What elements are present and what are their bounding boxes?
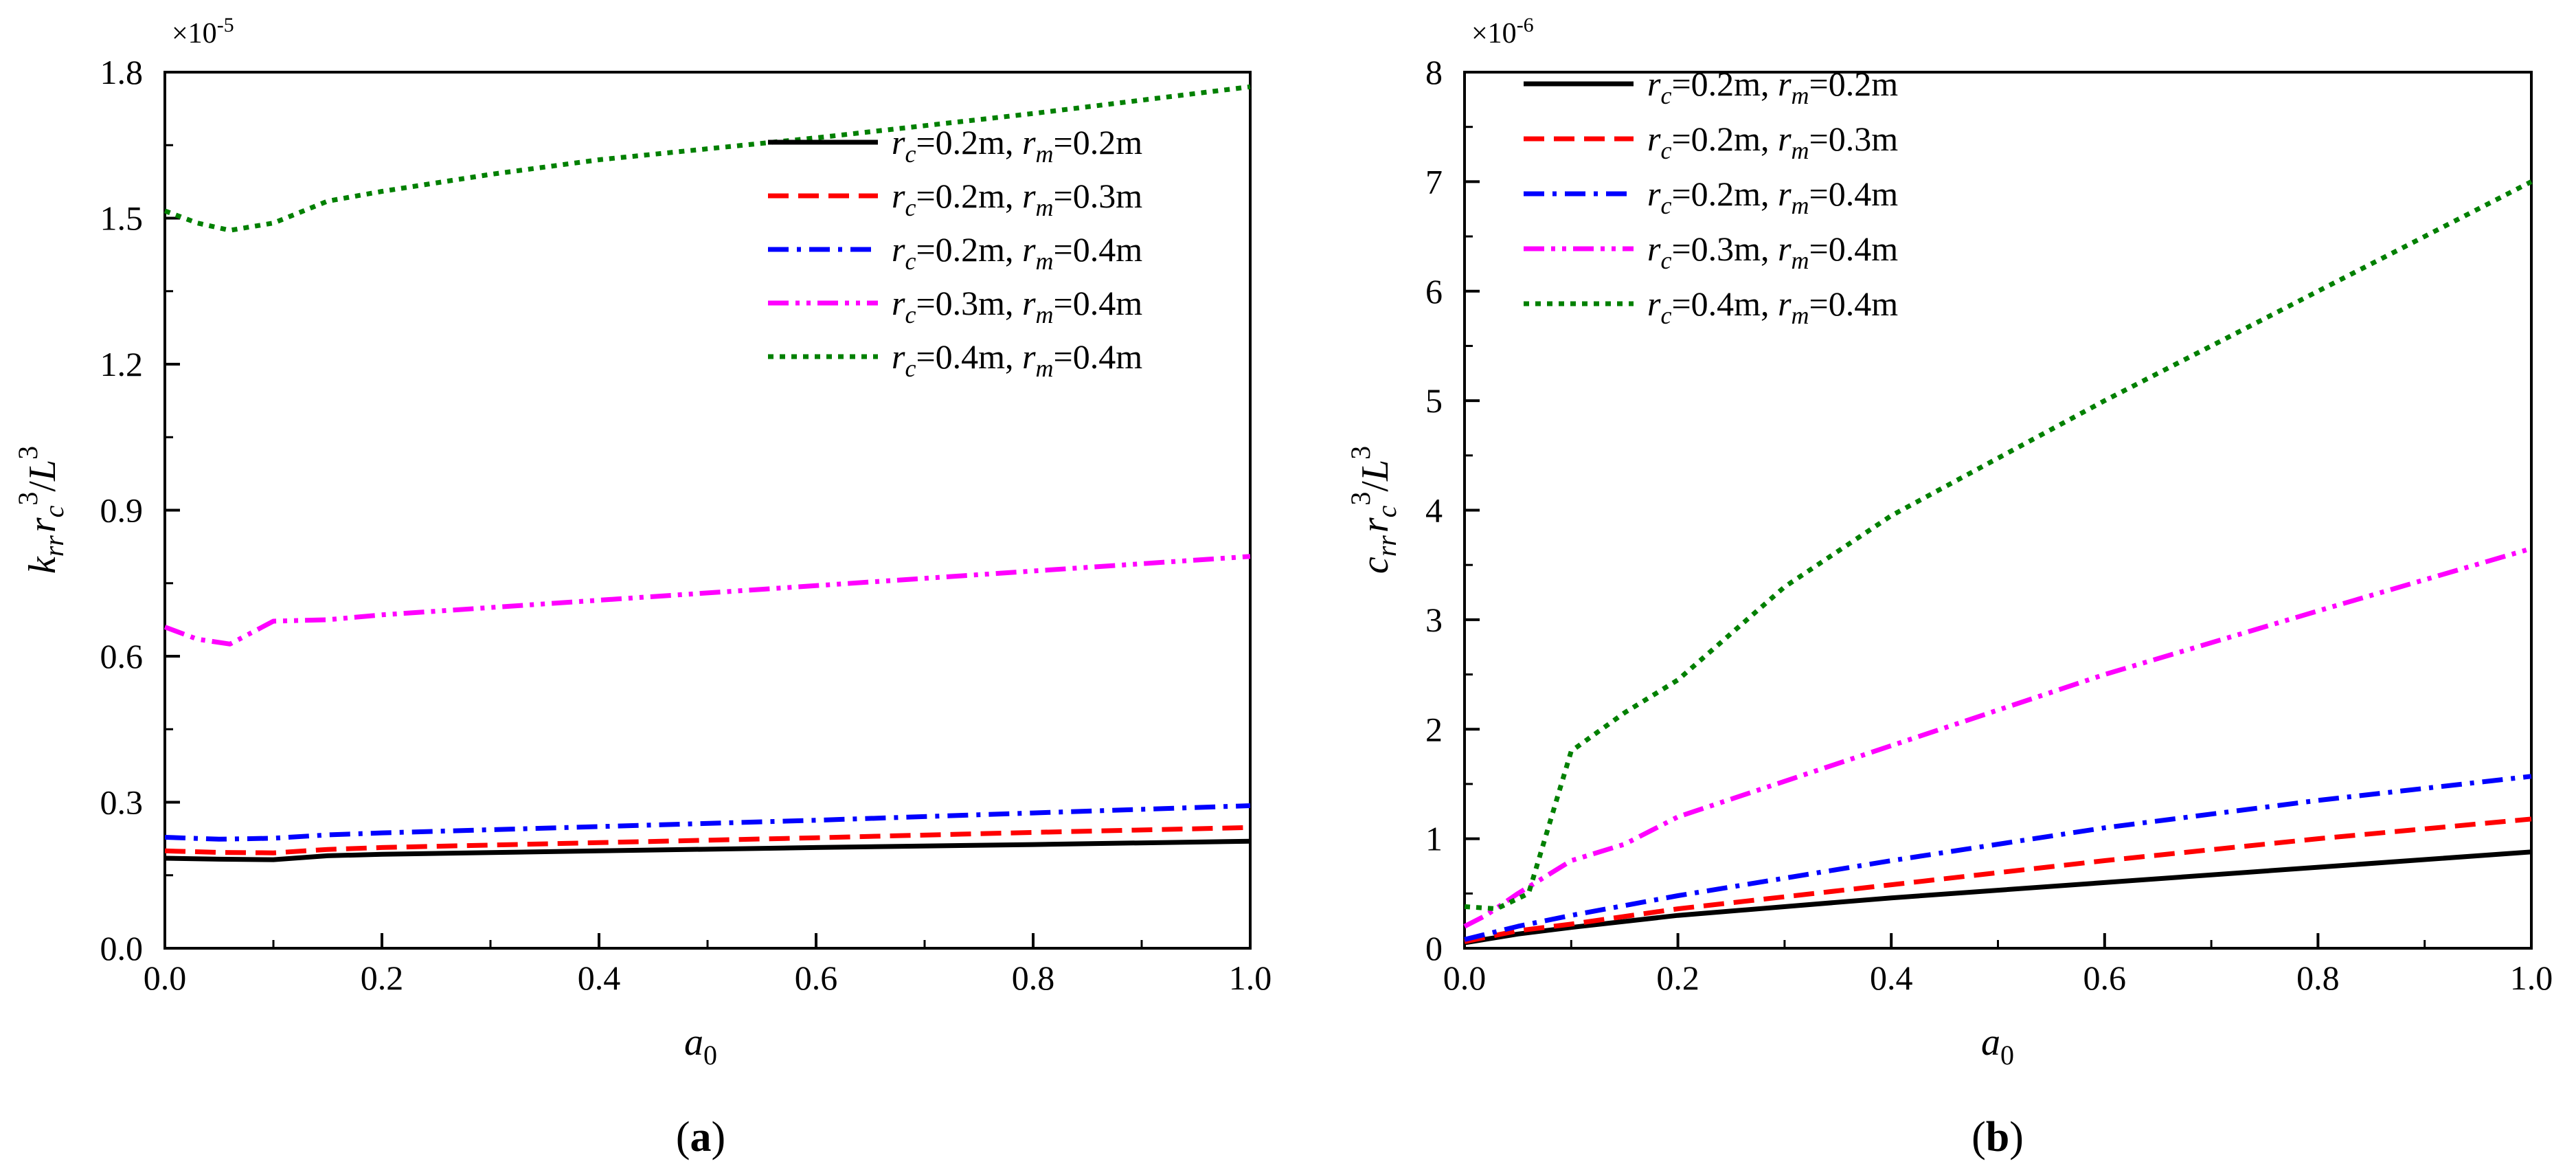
y-ticks: 0 1 2 3 4 5 6 7 8	[1425, 53, 1480, 967]
series-line-rc0.2-rm0.2	[1464, 849, 2532, 945]
y-ticks: 0.0 0.3 0.6 0.9 1.2 1.5 1.8	[100, 53, 180, 967]
chart-panel-a: 0.0 0.2 0.4 0.6 0.8 1.0 0.0 0.3 0.6 0.9 1.2 1.5 1.8…	[12, 14, 1272, 1161]
x-ticks: 0.0 0.2 0.4 0.6 0.8 1.0	[1443, 933, 2553, 997]
series-line-rc0.2-rm0.3	[1464, 816, 2532, 944]
panel-label-b: (b)	[1971, 1114, 2024, 1161]
y-axis-label: krrrc3/L3	[12, 446, 69, 574]
y-tick-label: 5	[1425, 381, 1443, 420]
y-tick-label: 3	[1425, 601, 1443, 639]
x-ticks: 0.0 0.2 0.4 0.6 0.8 1.0	[144, 933, 1272, 997]
series-line-rc0.2-rm0.4	[1464, 774, 2532, 942]
x-tick-label: 0.8	[1012, 959, 1055, 997]
legend-entry: rc=0.4m, rm=0.4m	[892, 337, 1142, 382]
y-tick-label: 4	[1425, 491, 1443, 530]
x-tick-label: 1.0	[1229, 959, 1272, 997]
x-tick-label: 1.0	[2510, 959, 2553, 997]
y-tick-label: 0.9	[100, 491, 144, 530]
y-tick-label: 0.0	[100, 929, 144, 967]
legend-entry: rc=0.3m, rm=0.4m	[892, 284, 1142, 328]
legend: rc=0.2m, rm=0.2m rc=0.2m, rm=0.3m rc=0.2m,…	[768, 123, 1142, 382]
legend-entry: rc=0.3m, rm=0.4m	[1647, 230, 1898, 274]
x-tick-label: 0.0	[1443, 959, 1487, 997]
y-tick-label: 0.6	[100, 637, 144, 675]
series-line-rc0.4-rm0.4	[163, 84, 1251, 233]
x-tick-label: 0.2	[361, 959, 404, 997]
y-axis-label: crrrc3/L3	[1345, 446, 1402, 574]
legend-entry: rc=0.2m, rm=0.3m	[892, 177, 1142, 221]
legend: rc=0.2m, rm=0.2m rc=0.2m, rm=0.3m rc=0.2m,…	[1524, 65, 1898, 329]
legend-entry: rc=0.2m, rm=0.4m	[1647, 175, 1898, 219]
x-tick-label: 0.6	[2083, 959, 2127, 997]
x-axis-label: a0	[684, 1021, 717, 1071]
x-tick-label: 0.2	[1656, 959, 1699, 997]
x-axis-label: a0	[1981, 1021, 2014, 1071]
y-multiplier: ×10-5	[172, 14, 234, 49]
legend-entry: rc=0.4m, rm=0.4m	[1647, 284, 1898, 329]
y-tick-label: 7	[1425, 162, 1443, 201]
series-line-rc0.2-rm0.2	[164, 838, 1251, 862]
x-tick-label: 0.0	[144, 959, 187, 997]
y-tick-label: 1.8	[100, 53, 144, 91]
y-multiplier: ×10-6	[1471, 14, 1534, 49]
y-tick-label: 2	[1425, 710, 1443, 748]
x-tick-label: 0.4	[1870, 959, 1913, 997]
series-line-rc0.2-rm0.3	[164, 825, 1251, 855]
y-tick-label: 1.2	[100, 345, 144, 383]
series-lines	[163, 84, 1251, 862]
x-tick-label: 0.6	[795, 959, 838, 997]
y-tick-label: 6	[1425, 272, 1443, 311]
x-tick-label: 0.4	[578, 959, 621, 997]
series-line-rc0.4-rm0.4	[1464, 179, 2533, 912]
y-tick-label: 1	[1425, 820, 1443, 858]
y-tick-label: 1.5	[100, 199, 144, 238]
chart-panel-b: 0.0 0.2 0.4 0.6 0.8 1.0 0 1 2 3 4 5 6 7 8 rc=0.2m, rm…	[1345, 14, 2553, 1161]
panel-label-a: (a)	[676, 1114, 725, 1161]
legend-entry: rc=0.2m, rm=0.3m	[1647, 120, 1898, 164]
legend-entry: rc=0.2m, rm=0.2m	[892, 123, 1142, 168]
y-tick-label: 0	[1425, 929, 1443, 967]
y-tick-label: 0.3	[100, 783, 144, 822]
series-lines	[1463, 179, 2533, 945]
series-line-rc0.3-rm0.4	[1463, 546, 2532, 929]
plot-frame	[1463, 71, 2533, 950]
x-tick-label: 0.8	[2296, 959, 2340, 997]
y-tick-label: 8	[1425, 53, 1443, 91]
legend-entry: rc=0.2m, rm=0.4m	[892, 230, 1142, 275]
series-line-rc0.3-rm0.4	[163, 554, 1251, 647]
legend-entry: rc=0.2m, rm=0.2m	[1647, 65, 1898, 109]
series-line-rc0.2-rm0.4	[164, 803, 1251, 842]
